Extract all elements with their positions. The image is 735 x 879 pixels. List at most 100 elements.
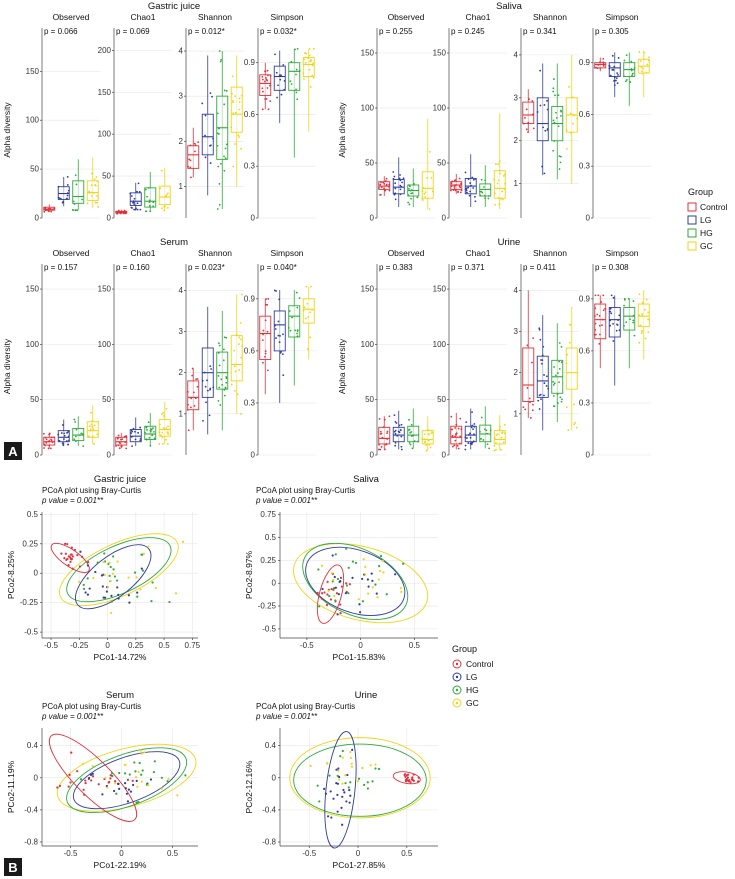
data-point: [400, 423, 403, 426]
data-point: [163, 209, 166, 212]
pcoa-legend-title: Group: [452, 644, 477, 654]
point-gc: [109, 579, 112, 583]
data-point: [599, 67, 602, 70]
data-point: [464, 188, 467, 190]
panel-label-a-text: A: [8, 444, 18, 459]
data-point: [379, 193, 382, 196]
data-point: [552, 90, 555, 93]
data-point: [298, 297, 301, 299]
data-point: [450, 428, 453, 431]
data-point: [386, 438, 389, 440]
data-point: [645, 298, 648, 301]
box-body: [479, 424, 492, 443]
data-point: [136, 202, 139, 205]
data-point: [167, 207, 169, 209]
tick-label: 100: [26, 116, 40, 125]
point-control: [83, 793, 86, 796]
data-point: [209, 365, 212, 368]
data-point: [290, 60, 293, 63]
data-point: [539, 69, 542, 72]
data-point: [449, 189, 452, 192]
data-point: [487, 195, 490, 197]
pcoa-title: Serum: [106, 690, 134, 701]
data-point: [304, 52, 306, 54]
p-value: p = 0.157: [44, 263, 78, 272]
alpha-plot-observed: Observed 0 50 100 150 p = 0.383: [361, 248, 435, 460]
data-point: [531, 409, 534, 412]
data-point: [75, 440, 77, 443]
tick-label: 0.25: [128, 641, 144, 650]
point-gc: [139, 749, 143, 752]
data-point: [217, 375, 220, 377]
data-point: [612, 296, 615, 299]
data-point: [602, 61, 605, 64]
point-hg: [334, 553, 337, 556]
data-point: [469, 436, 472, 439]
data-point: [495, 434, 498, 436]
point-hg: [318, 605, 321, 608]
data-point: [189, 144, 192, 147]
data-point: [488, 447, 491, 450]
data-point: [239, 412, 242, 415]
data-point: [379, 183, 382, 186]
point-hg: [402, 562, 405, 565]
data-point: [117, 434, 120, 437]
point-hg: [363, 783, 366, 786]
point-lg: [105, 590, 108, 593]
data-point: [218, 364, 221, 367]
box-lg: [392, 157, 405, 207]
alpha-plot-chao1: Chao1 0 50 100 150 p = 0.371: [433, 248, 507, 460]
data-point: [426, 177, 429, 179]
tick-label: -0.8: [262, 837, 276, 846]
data-point: [539, 104, 542, 107]
point-hg: [153, 760, 156, 763]
data-point: [67, 189, 70, 192]
data-point: [623, 59, 626, 62]
box-body: [187, 380, 200, 411]
legend-label-control: Control: [700, 202, 728, 212]
legend-item-control: Control: [687, 202, 728, 212]
data-point: [504, 182, 506, 185]
point-gc: [147, 545, 150, 548]
data-point: [632, 319, 635, 322]
data-point: [261, 87, 264, 90]
box-hg: [216, 310, 229, 431]
point-gc: [134, 776, 138, 779]
box-gc: [421, 119, 434, 210]
data-point: [428, 443, 431, 446]
tick-label: 50: [30, 165, 39, 174]
data-point: [149, 210, 152, 213]
data-point: [120, 211, 123, 214]
p-value: p = 0.411: [523, 263, 557, 272]
tick-label: 3: [179, 92, 184, 101]
data-point: [241, 94, 243, 97]
data-point: [465, 191, 468, 194]
data-point: [202, 419, 204, 422]
data-point: [467, 442, 470, 444]
data-point: [266, 87, 269, 89]
legend-label-lg: LG: [700, 215, 711, 225]
point-control: [67, 563, 70, 567]
data-point: [392, 171, 395, 173]
tick-label: 0.6: [244, 110, 256, 119]
data-point: [602, 65, 605, 67]
data-point: [499, 160, 501, 162]
box-lg: [608, 52, 621, 98]
tick-label: 4: [514, 286, 519, 295]
data-point: [216, 112, 219, 115]
data-point: [45, 441, 48, 444]
data-point: [558, 381, 560, 384]
data-point: [309, 86, 312, 88]
box-gc: [302, 48, 315, 132]
data-point: [399, 193, 402, 196]
data-point: [189, 166, 192, 169]
data-point: [147, 421, 150, 424]
box-control: [594, 57, 607, 72]
point-gc: [341, 756, 344, 759]
tick-label: 0: [251, 451, 256, 460]
box-hg: [551, 323, 564, 423]
point-gc: [108, 561, 111, 564]
